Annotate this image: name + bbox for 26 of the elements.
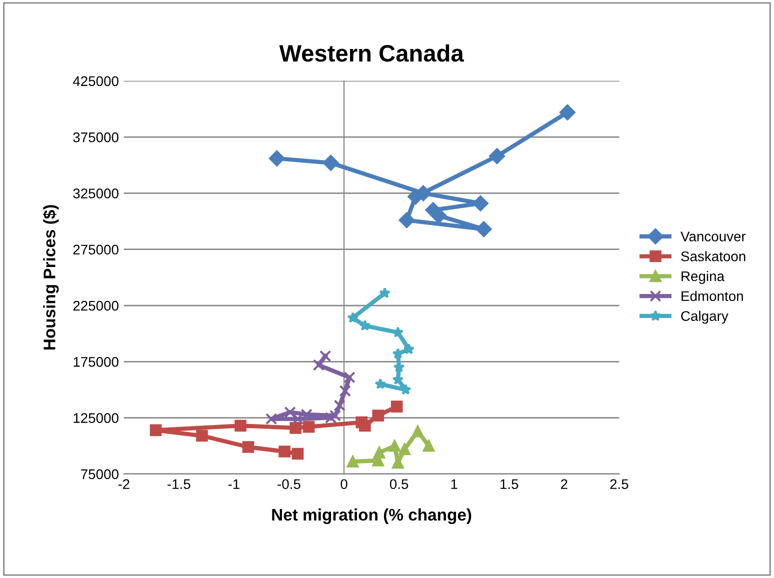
y-tick-label: 75000	[81, 469, 118, 480]
x-tick-label: 2	[560, 479, 568, 489]
y-tick-label: 275000	[73, 244, 118, 255]
x-tick-label: 1	[451, 479, 458, 489]
x-tick-label: 2.5	[610, 479, 628, 490]
x-tick-label: -0.5	[278, 479, 300, 490]
y-tick-label: 325000	[73, 188, 118, 198]
x-axis-title: Net migration (% change)	[272, 508, 472, 524]
legend-label: Edmonton	[682, 290, 743, 302]
y-tick-label: 225000	[73, 300, 118, 311]
y-axis-title: Housing Prices ($)	[42, 205, 59, 350]
y-tick-label: 375000	[73, 132, 118, 142]
legend-label: Regina	[682, 270, 725, 284]
x-tick-label: -2	[118, 479, 130, 489]
legend-label: Calgary	[681, 310, 728, 324]
legend-label: Vancouver	[680, 232, 746, 242]
legend-label: Saskatoon	[681, 251, 746, 262]
chart-title: Western Canada	[279, 44, 464, 62]
y-tick-label: 175000	[74, 356, 118, 367]
y-tick-label: 125000	[74, 413, 118, 423]
x-tick-label: -1.5	[168, 479, 190, 490]
x-tick-label: -1	[228, 479, 240, 489]
x-tick-label: 0.5	[390, 479, 408, 490]
x-tick-label: 1.5	[500, 479, 518, 490]
x-tick-label: 0	[340, 479, 348, 490]
y-tick-label: 425000	[72, 76, 118, 86]
